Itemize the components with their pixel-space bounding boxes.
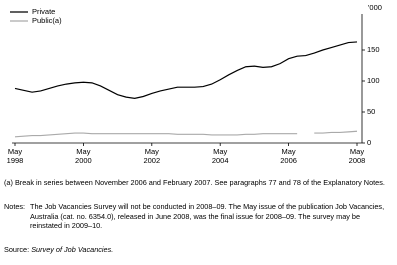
notes-text: The Job Vacancies Survey will not be con… [30,202,385,230]
source-label: Source: [4,245,30,254]
series-line [14,41,358,99]
x-tick-label: May 2008 [348,147,366,165]
footnote: (a) Break in series between November 200… [4,178,385,187]
y-tick-label: 100 [367,76,380,85]
legend-label: Private [32,7,55,16]
y-tick-label: 150 [367,45,380,54]
legend-label: Public(a) [32,16,62,25]
x-tick-label: May 2006 [280,147,297,165]
x-tick-label: May 2004 [211,147,229,165]
x-tick-label: May 1998 [6,147,24,165]
x-tick-label: May 2000 [75,147,92,165]
y-axis-label: '000 [368,3,382,12]
x-tick-label: May 2002 [143,147,161,165]
source: Source: Survey of Job Vacancies. [4,245,392,255]
series-line [14,130,358,138]
notes: Notes: The Job Vacancies Survey will not… [4,202,392,231]
source-text: Survey of Job Vacancies. [31,245,114,254]
y-tick-label: 0 [367,138,371,147]
notes-label: Notes: [4,202,26,211]
y-tick-label: 50 [367,107,375,116]
